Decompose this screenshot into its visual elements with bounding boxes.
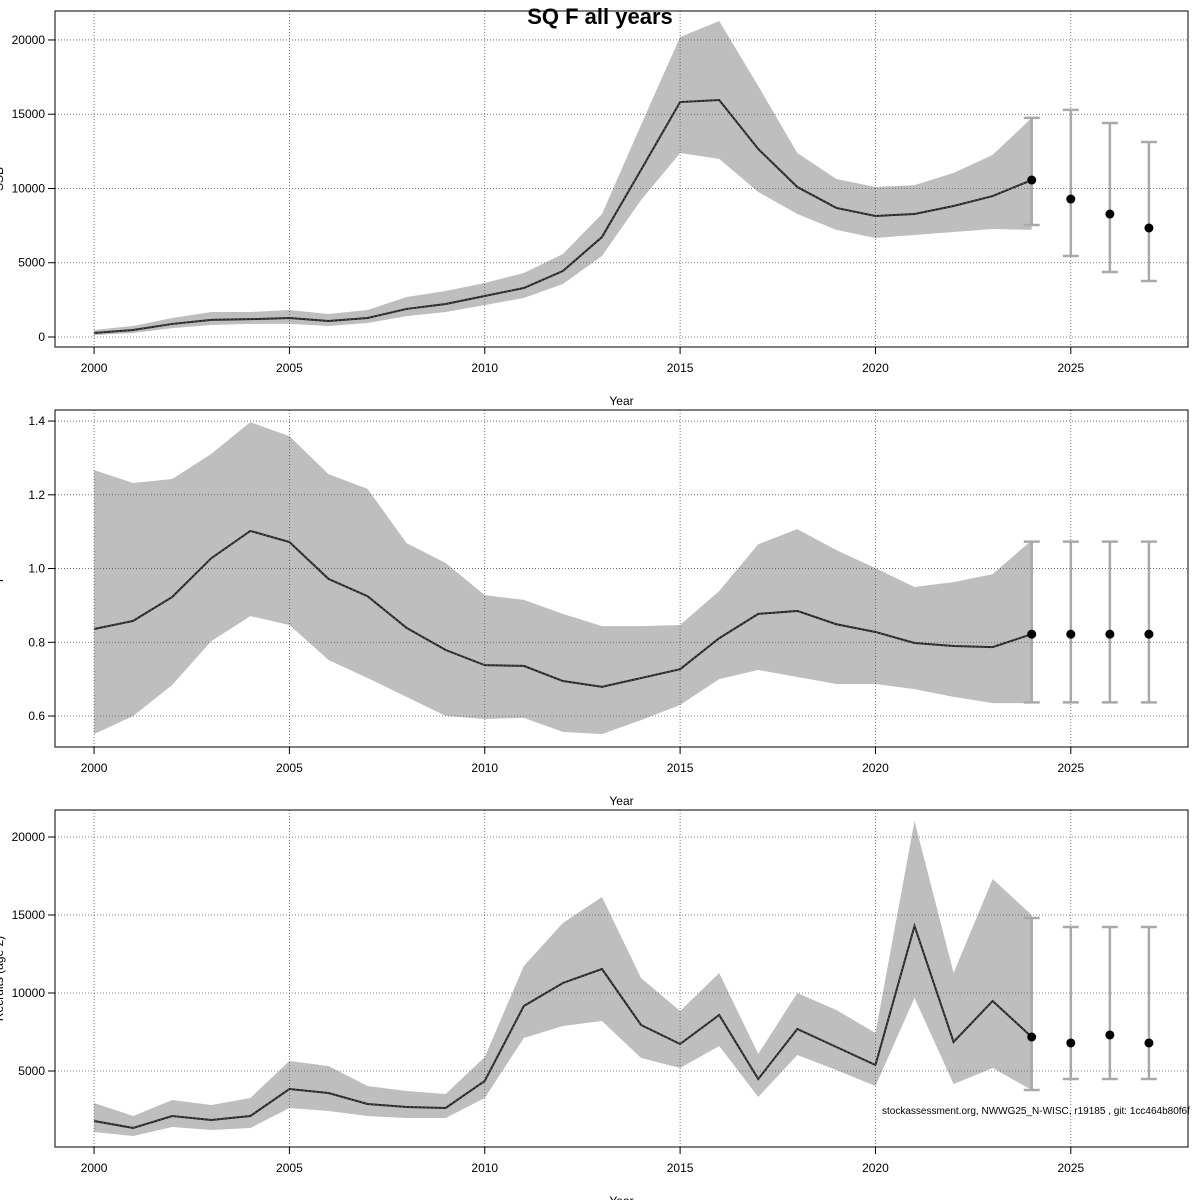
- x-tick-label: 2005: [276, 761, 303, 775]
- y-tick-label: 10000: [12, 986, 46, 1000]
- x-tick-label: 2000: [81, 1161, 108, 1175]
- forecast-point: [1066, 1038, 1076, 1048]
- forecast-point: [1144, 629, 1154, 639]
- forecast-point: [1144, 223, 1154, 233]
- y-tick-label: 1.2: [28, 488, 45, 502]
- forecast-point: [1027, 1032, 1037, 1042]
- forecast-point: [1105, 1030, 1115, 1040]
- x-tick-label: 2015: [667, 761, 694, 775]
- forecast-point: [1144, 1038, 1154, 1048]
- plot-frame: [54, 409, 1189, 748]
- y-tick-label: 15000: [12, 908, 46, 922]
- footnote: stockassessment.org, NWWG25_N-WISC, r191…: [882, 1106, 1190, 1117]
- y-tick-label: 5000: [18, 256, 45, 270]
- x-tick-label: 2000: [81, 361, 108, 375]
- confidence-band: [94, 820, 1032, 1137]
- y-tick-label: 1.0: [28, 562, 45, 576]
- y-axis-label: F: [0, 575, 6, 582]
- y-axis-label: SSB: [0, 167, 6, 191]
- panel-3: 2000 2005 2010 2015 2020 2025 5000 10000 15000 20…: [0, 809, 1189, 1200]
- estimate-line-dashes: [93, 924, 1033, 1129]
- x-tick-label: 2020: [862, 361, 889, 375]
- x-tick-label: 2005: [276, 361, 303, 375]
- x-axis-label: Year: [609, 394, 633, 408]
- x-tick-label: 2025: [1057, 361, 1084, 375]
- forecast-point: [1027, 175, 1037, 185]
- y-tick-label: 15000: [12, 107, 46, 121]
- x-tick-label: 2015: [667, 361, 694, 375]
- x-tick-label: 2000: [81, 761, 108, 775]
- x-tick-label: 2010: [471, 761, 498, 775]
- x-tick-label: 2020: [862, 761, 889, 775]
- x-tick-label: 2005: [276, 1161, 303, 1175]
- y-tick-label: 0.6: [28, 709, 45, 723]
- x-axis-label: Year: [609, 794, 633, 808]
- plot-frame: [54, 10, 1189, 348]
- y-tick-label: 20000: [12, 33, 46, 47]
- forecast-point: [1105, 629, 1115, 639]
- y-tick-label: 1.4: [28, 414, 45, 428]
- x-tick-label: 2010: [471, 361, 498, 375]
- x-tick-label: 2025: [1057, 761, 1084, 775]
- forecast-point: [1066, 629, 1076, 639]
- y-axis-label: Recruits (age 2): [0, 936, 6, 1021]
- estimate-line-dashes: [93, 530, 1032, 688]
- forecast-point: [1105, 209, 1115, 219]
- panel-2: 2000 2005 2010 2015 2020 2025 0.6 0.8 1.0 1.2 1.4 F…: [0, 409, 1189, 808]
- x-tick-label: 2015: [667, 1161, 694, 1175]
- y-tick-label: 10000: [12, 181, 46, 195]
- y-tick-label: 20000: [12, 830, 46, 844]
- panel-1: 2000 2005 2010 2015 2020 2025 0 5000 10000 15000 2…: [0, 10, 1189, 408]
- plot-frame: [54, 809, 1189, 1148]
- forecast-point: [1066, 194, 1076, 204]
- x-tick-label: 2010: [471, 1161, 498, 1175]
- y-tick-label: 5000: [18, 1064, 45, 1078]
- y-tick-label: 0.8: [28, 635, 45, 649]
- chart-title: SQ F all years: [527, 4, 673, 29]
- confidence-band: [94, 20, 1032, 336]
- x-tick-label: 2020: [862, 1161, 889, 1175]
- forecast-point: [1027, 629, 1037, 639]
- x-tick-label: 2025: [1057, 1161, 1084, 1175]
- estimate-line-dashes: [94, 99, 1032, 334]
- y-tick-label: 0: [38, 330, 45, 344]
- confidence-band: [94, 422, 1032, 735]
- x-axis-label: Year: [609, 1194, 633, 1200]
